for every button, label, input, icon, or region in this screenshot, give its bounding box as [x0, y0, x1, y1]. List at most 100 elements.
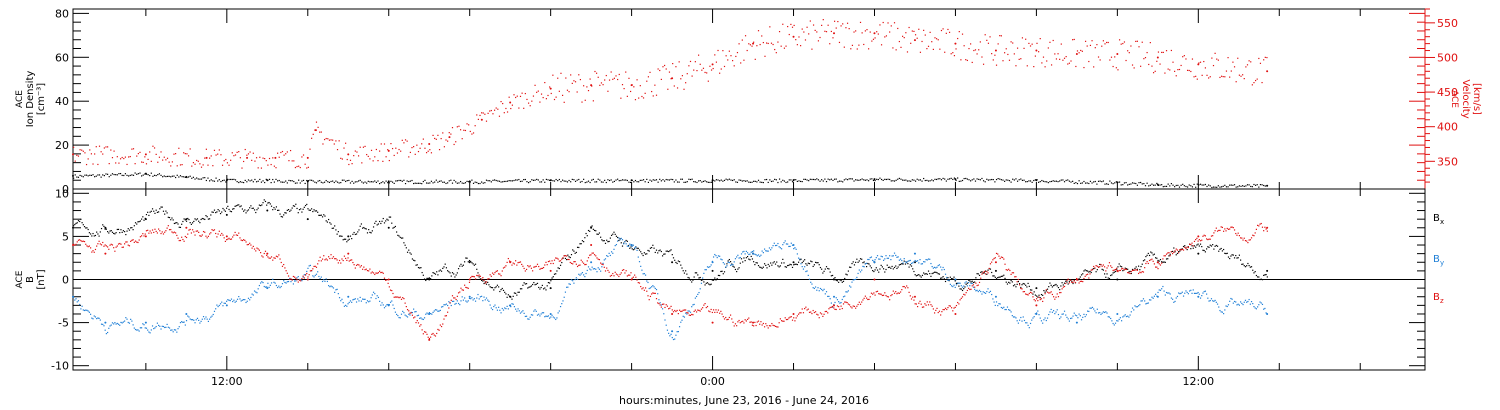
- data-point: [555, 273, 557, 275]
- data-point: [512, 262, 514, 264]
- data-point: [474, 278, 477, 280]
- data-point: [200, 178, 203, 180]
- data-point: [210, 179, 212, 181]
- data-point: [708, 310, 710, 312]
- data-point: [897, 27, 899, 30]
- data-point: [618, 239, 620, 242]
- data-point: [343, 147, 345, 149]
- data-point: [570, 262, 573, 264]
- data-point: [172, 331, 174, 333]
- data-point: [712, 67, 714, 70]
- data-point: [1235, 254, 1237, 257]
- data-point: [765, 264, 767, 267]
- data-point: [783, 242, 785, 244]
- data-point: [199, 235, 201, 237]
- data-point: [327, 138, 329, 140]
- data-point: [328, 218, 330, 221]
- data-point: [264, 250, 267, 252]
- data-point: [923, 261, 925, 263]
- data-point: [145, 163, 148, 165]
- data-point: [794, 320, 796, 322]
- data-point: [1253, 82, 1255, 84]
- data-point: [590, 269, 592, 271]
- data-point: [948, 305, 950, 307]
- data-point: [411, 311, 414, 314]
- data-point: [1209, 244, 1211, 246]
- data-point: [873, 278, 876, 281]
- data-point: [689, 178, 692, 181]
- data-point: [485, 297, 488, 299]
- data-point: [516, 294, 518, 296]
- data-point: [155, 174, 157, 177]
- data-point: [501, 287, 503, 290]
- data-point: [219, 303, 222, 305]
- data-point: [1127, 272, 1129, 274]
- data-point: [625, 71, 627, 73]
- data-point: [557, 258, 559, 260]
- data-point: [246, 154, 248, 156]
- data-point: [892, 47, 894, 49]
- data-point: [768, 247, 771, 249]
- data-point: [147, 211, 149, 213]
- data-point: [644, 274, 647, 276]
- data-point: [729, 264, 732, 266]
- data-point: [965, 177, 967, 180]
- data-point: [1023, 283, 1026, 285]
- data-point: [1263, 230, 1265, 232]
- data-point: [1088, 182, 1090, 185]
- data-point: [289, 278, 291, 280]
- data-point: [226, 300, 228, 302]
- data-point: [281, 265, 284, 267]
- data-point: [1012, 42, 1014, 44]
- y2-tick-label: 450: [1437, 86, 1458, 99]
- data-point: [1179, 249, 1181, 251]
- data-point: [700, 279, 703, 281]
- data-point: [938, 264, 941, 266]
- data-point: [289, 149, 292, 152]
- data-point: [1063, 310, 1066, 312]
- data-point: [570, 74, 572, 76]
- data-point: [260, 181, 263, 183]
- data-point: [884, 271, 886, 273]
- data-point: [772, 180, 774, 182]
- data-point: [927, 180, 930, 182]
- data-point: [519, 95, 522, 98]
- data-point: [1033, 66, 1035, 68]
- data-point: [736, 270, 738, 273]
- data-point: [1084, 315, 1086, 318]
- data-point: [913, 261, 915, 263]
- data-point: [302, 154, 305, 156]
- data-point: [981, 273, 983, 275]
- data-point: [461, 265, 463, 267]
- data-point: [218, 210, 220, 212]
- data-point: [999, 276, 1001, 278]
- data-point: [1023, 179, 1025, 181]
- data-point: [787, 264, 789, 267]
- data-point: [1266, 230, 1268, 232]
- data-point: [1008, 281, 1010, 283]
- data-point: [1051, 311, 1053, 313]
- data-point: [314, 129, 316, 131]
- data-point: [346, 259, 348, 262]
- data-point: [113, 173, 115, 176]
- data-point: [1138, 265, 1140, 267]
- data-point: [413, 259, 415, 261]
- data-point: [812, 24, 815, 26]
- data-point: [1261, 81, 1263, 84]
- data-point: [389, 289, 392, 291]
- data-point: [987, 179, 990, 181]
- data-point: [823, 313, 825, 315]
- data-point: [382, 160, 384, 162]
- data-point: [581, 261, 584, 263]
- data-point: [793, 178, 795, 181]
- data-point: [906, 51, 909, 53]
- data-point: [1130, 311, 1132, 313]
- data-point: [995, 178, 998, 181]
- data-point: [983, 272, 985, 274]
- data-point: [1155, 293, 1157, 295]
- data-point: [563, 101, 565, 103]
- data-point: [527, 182, 530, 184]
- data-point: [383, 222, 386, 224]
- data-point: [156, 232, 158, 234]
- data-point: [779, 318, 781, 320]
